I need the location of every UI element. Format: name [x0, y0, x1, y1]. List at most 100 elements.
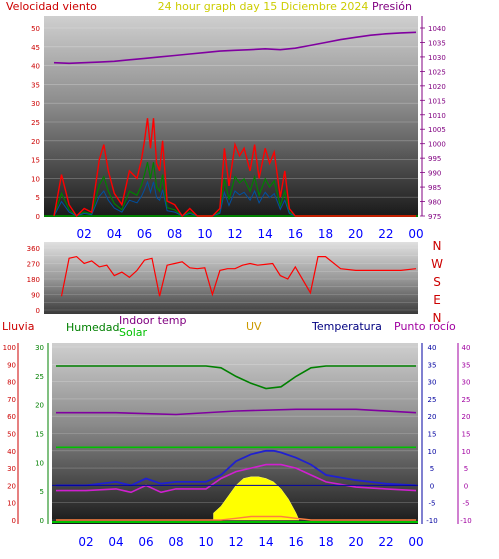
- pressure-axis-tick: 1040: [428, 25, 446, 33]
- dewpoint-label: Punto rocío: [394, 320, 456, 333]
- wind-time-label: 18: [318, 227, 333, 241]
- dewpoint-axis-tick: 25: [462, 396, 471, 404]
- temperature-axis-tick: -10: [426, 517, 437, 525]
- rain-axis-tick: 10: [35, 459, 44, 467]
- humidity-axis-tick: 30: [7, 465, 16, 473]
- humidity-axis-tick: 100: [3, 344, 16, 352]
- temperature-axis-tick: 10: [428, 448, 437, 456]
- pressure-axis-tick: 980: [428, 199, 441, 207]
- wind-time-label: 02: [77, 227, 92, 241]
- uv-line: [56, 515, 416, 521]
- wind-speed-line: [53, 118, 416, 218]
- dewpoint-axis-tick: -5: [463, 500, 470, 508]
- pressure-axis-tick: 1005: [428, 126, 446, 134]
- wind-time-label: 06: [137, 227, 152, 241]
- pressure-axis-tick: 975: [428, 213, 441, 221]
- wind-time-label: 12: [227, 227, 242, 241]
- rain-axis-tick: 30: [35, 344, 44, 352]
- dewpoint-axis-tick: 20: [462, 413, 471, 421]
- wind-time-label: 10: [197, 227, 212, 241]
- direction-axis-tick: 0: [36, 307, 40, 315]
- wind-axis-tick: 0: [36, 213, 40, 221]
- climate-time-label: 20: [348, 535, 363, 549]
- dewpoint-axis-tick: 15: [462, 431, 471, 439]
- wind-time-label: 20: [348, 227, 363, 241]
- wind-time-label: 16: [288, 227, 303, 241]
- wind-axis-tick: 45: [31, 44, 40, 52]
- pressure-axis-tick: 1010: [428, 112, 446, 120]
- pressure-axis-tick: 1020: [428, 83, 446, 91]
- temperature-label: Temperatura: [311, 320, 382, 333]
- climate-time-label: 18: [318, 535, 333, 549]
- direction-label-e: E: [433, 293, 441, 307]
- rain-axis-tick: 20: [35, 402, 44, 410]
- temperature-axis-tick: 20: [428, 413, 437, 421]
- rain-axis-tick: 25: [35, 373, 44, 381]
- wind-time-label: 08: [167, 227, 182, 241]
- dewpoint-axis-tick: 5: [464, 465, 468, 473]
- wind-axis-tick: 10: [31, 175, 40, 183]
- wind-direction-line: [60, 255, 417, 297]
- pressure-axis-tick: 990: [428, 170, 441, 178]
- wind-axis-tick: 50: [31, 25, 40, 33]
- solar-label: Solar: [119, 326, 148, 339]
- dewpoint-axis-tick: 40: [462, 344, 471, 352]
- climate-time-label: 14: [258, 535, 273, 549]
- direction-axis-tick: 180: [27, 276, 40, 284]
- panel-wind-bg: [44, 16, 418, 216]
- temperature-line: [56, 449, 417, 487]
- climate-time-label: 10: [198, 535, 213, 549]
- humidity-axis-tick: 50: [7, 431, 16, 439]
- rain-axis-tick: 15: [35, 431, 44, 439]
- climate-time-label: 00: [408, 535, 423, 549]
- wind-time-label: 22: [378, 227, 393, 241]
- wind-time-label: 14: [258, 227, 273, 241]
- temperature-axis-tick: -5: [429, 500, 436, 508]
- temperature-axis-tick: 0: [430, 482, 434, 490]
- rain-axis-tick: 0: [40, 517, 44, 525]
- temperature-axis-tick: 25: [428, 396, 437, 404]
- wind-axis-tick: 30: [31, 100, 40, 108]
- rain-label: Lluvia: [2, 320, 34, 333]
- dewpoint-axis-tick: 0: [464, 482, 468, 490]
- humidity-axis-tick: 70: [7, 396, 16, 404]
- humidity-label: Humedad: [66, 321, 119, 334]
- climate-time-label: 04: [108, 535, 123, 549]
- dewpoint-axis-tick: -10: [460, 517, 471, 525]
- direction-label-n-bottom: N: [433, 311, 442, 325]
- chart-date-title: 24 hour graph day 15 Diciembre 2024: [158, 0, 369, 13]
- direction-axis-tick: 270: [27, 261, 40, 269]
- climate-time-label: 08: [168, 535, 183, 549]
- indoor-temp-label: Indoor temp: [119, 314, 186, 327]
- humidity-axis-tick: 20: [7, 482, 16, 490]
- pressure-axis-tick: 1025: [428, 68, 446, 76]
- pressure-axis-tick: 1015: [428, 97, 446, 105]
- dewpoint-axis-tick: 35: [462, 361, 471, 369]
- pressure-axis-tick: 1035: [428, 39, 446, 47]
- humidity-axis-tick: 0: [12, 517, 16, 525]
- temperature-axis-tick: 30: [428, 379, 437, 387]
- wind-axis-tick: 35: [31, 81, 40, 89]
- temperature-axis-tick: 15: [428, 431, 437, 439]
- direction-axis-tick: 90: [31, 292, 40, 300]
- dewpoint-axis-tick: 10: [462, 448, 471, 456]
- wind-axis-tick: 40: [31, 63, 40, 71]
- temperature-axis-tick: 40: [428, 344, 437, 352]
- pressure-axis-tick: 1000: [428, 141, 446, 149]
- wind-axis-tick: 5: [36, 194, 40, 202]
- direction-label-n-top: N: [433, 239, 442, 253]
- dewpoint-axis-tick: 30: [462, 379, 471, 387]
- climate-time-label: 02: [78, 535, 93, 549]
- pressure-line: [53, 31, 417, 65]
- humidity-axis-tick: 60: [7, 413, 16, 421]
- wind-axis-tick: 20: [31, 138, 40, 146]
- panel-direction-bg: [44, 242, 418, 314]
- temperature-axis-tick: 35: [428, 361, 437, 369]
- pressure-title: Presión: [372, 0, 412, 13]
- wind-time-label: 00: [408, 227, 423, 241]
- temperature-axis-tick: 5: [430, 465, 434, 473]
- rain-axis-tick: 5: [40, 488, 44, 496]
- humidity-axis-tick: 40: [7, 448, 16, 456]
- dewpoint-line: [56, 463, 417, 494]
